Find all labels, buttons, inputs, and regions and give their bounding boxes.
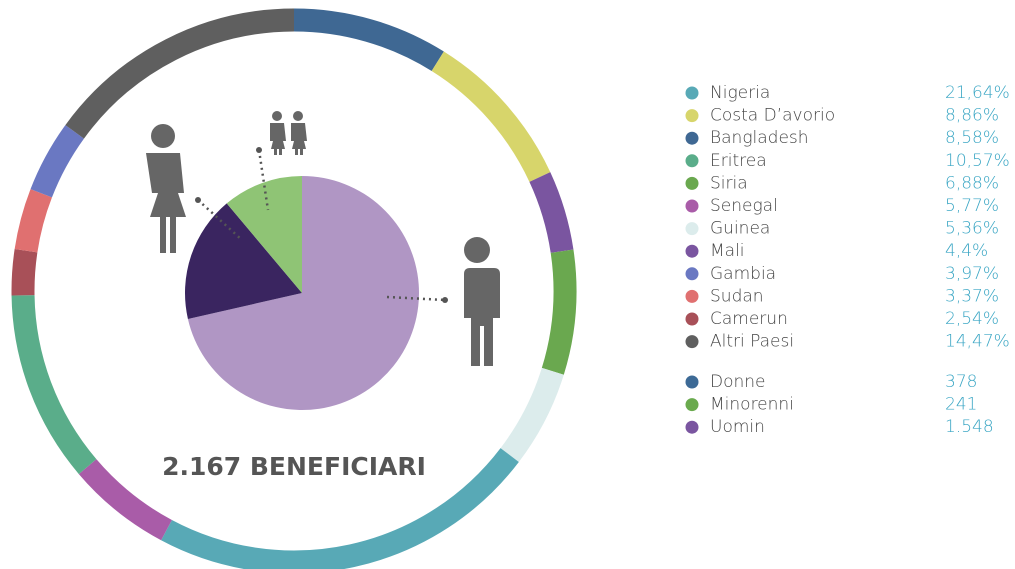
ring-segment [529, 172, 574, 254]
legend-label: Nigeria [710, 83, 770, 103]
legend-marker [685, 131, 699, 145]
icon [151, 124, 175, 148]
legend-label: Mali [710, 241, 745, 261]
legend-label: Costa D’avorio [710, 106, 835, 126]
legend-value: 1.548 [945, 417, 994, 437]
legend-label: Altri Paesi [710, 332, 794, 352]
legend-value: 3,37% [945, 286, 999, 306]
legend-value: 14,47% [945, 332, 1010, 352]
ring-segment [11, 295, 97, 475]
legend-value: 378 [945, 372, 977, 392]
legend-marker [685, 420, 699, 434]
legend-label: Sudan [710, 286, 764, 306]
icon [146, 153, 186, 253]
leader-line [386, 295, 446, 302]
legend-marker [685, 289, 699, 303]
ring-segment [30, 125, 85, 198]
person-icons [146, 111, 500, 366]
leader-line [197, 199, 243, 241]
legend-label: Eritrea [710, 151, 767, 171]
icon [293, 111, 303, 121]
legend-value: 10,57% [945, 151, 1010, 171]
legend-value: 241 [945, 395, 977, 415]
ring-segment [500, 367, 564, 463]
legend-label: Bangladesh [710, 128, 809, 148]
pie [184, 176, 419, 410]
legend-label: Minorenni [710, 395, 794, 415]
legend-value: 21,64% [945, 83, 1010, 103]
pie-slice [187, 176, 419, 410]
legend-value: 5,77% [945, 196, 999, 216]
legend-marker [685, 154, 699, 168]
legend-value: 8,86% [945, 106, 999, 126]
icon [272, 111, 282, 121]
legend-value: 5,36% [945, 219, 999, 239]
ring-segment [293, 8, 444, 72]
ring-segment [431, 51, 551, 182]
ring-segment [541, 249, 577, 375]
leader-dot [442, 297, 448, 303]
leader-dots [195, 147, 448, 303]
legend-value: 2,54% [945, 309, 999, 329]
legend-value: 6,88% [945, 173, 999, 193]
legend-marker [685, 375, 699, 389]
leader-dot [195, 197, 201, 203]
legend-marker [685, 199, 699, 213]
legend-marker [685, 335, 699, 349]
icon [464, 237, 490, 263]
legend-marker [685, 109, 699, 123]
legend-marker [685, 222, 699, 236]
legend-marker [685, 312, 699, 326]
legend-value: 8,58% [945, 128, 999, 148]
leader-line [257, 149, 270, 211]
legend-value: 4,4% [945, 241, 988, 261]
legend-label: Uomin [710, 417, 765, 437]
icon [291, 123, 307, 155]
legend-label: Senegal [710, 196, 778, 216]
legend-value: 3,97% [945, 264, 999, 284]
legend-label: Donne [710, 372, 766, 392]
pie-slice [184, 203, 302, 319]
legend-marker [685, 244, 699, 258]
ring-segment [11, 248, 38, 296]
ring-segment [65, 8, 295, 139]
icon [460, 268, 500, 366]
leader-lines [197, 149, 446, 302]
leader-dot [256, 147, 262, 153]
pie-slice [226, 176, 302, 293]
ring-segment [161, 448, 519, 569]
legend-marker [685, 86, 699, 100]
ring-segment [14, 189, 53, 253]
legend-marker [685, 398, 699, 412]
ring-segment [78, 459, 173, 541]
legend-label: Camerun [710, 309, 788, 329]
icon [270, 123, 286, 155]
legend-label: Gambia [710, 264, 776, 284]
legend-marker [685, 267, 699, 281]
legend-label: Guinea [710, 219, 770, 239]
legend-label: Siria [710, 173, 748, 193]
total-label: 2.167 BENEFICIARI [162, 452, 426, 481]
legend-marker [685, 176, 699, 190]
